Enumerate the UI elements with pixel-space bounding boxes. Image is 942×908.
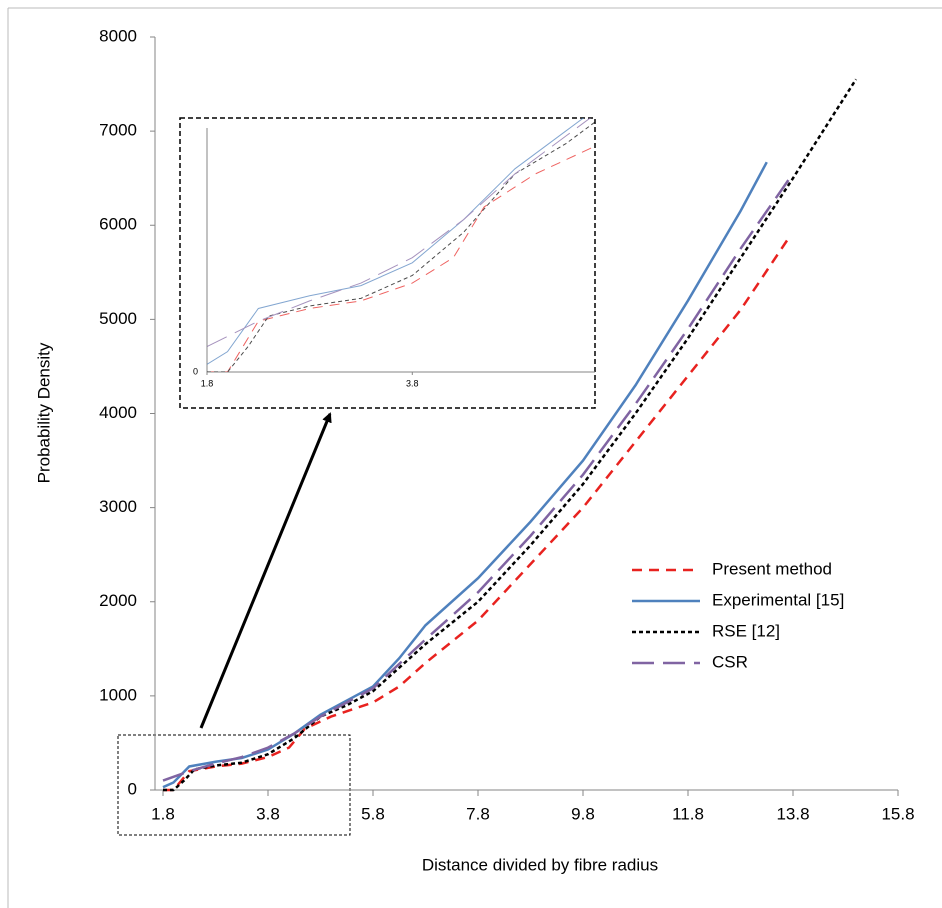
zoom-region [117, 734, 351, 836]
x-tick-label: 7.8 [466, 804, 490, 823]
y-tick-label: 3000 [99, 497, 137, 516]
arrow [199, 412, 332, 729]
inset-box [179, 117, 596, 409]
series-line [163, 78, 858, 792]
x-tick-label: 5.8 [361, 804, 385, 823]
x-tick-label: 3.8 [256, 804, 280, 823]
y-tick-label: 2000 [99, 591, 137, 610]
series-line [207, 118, 585, 365]
series-line [162, 172, 795, 782]
x-tick-label: 13.8 [776, 804, 809, 823]
x-axis-title: Distance divided by fibre radius [422, 855, 658, 874]
inset-lines [207, 118, 595, 372]
y-tick-label: 8000 [99, 26, 137, 45]
y-tick-label: 4000 [99, 403, 137, 422]
x-tick-label: 15.8 [881, 804, 914, 823]
y-axis-title: Probability Density [34, 342, 53, 483]
y-tick-label: 6000 [99, 215, 137, 234]
y-tick-label: 1000 [99, 685, 137, 704]
inset-y-tick-label: 0 [193, 366, 198, 376]
x-tick-label: 9.8 [571, 804, 595, 823]
x-tick-label: 1.8 [151, 804, 175, 823]
inset-x-tick-label: 1.8 [201, 378, 214, 388]
y-tick-label: 0 [128, 779, 137, 798]
y-tick-label: 5000 [99, 309, 137, 328]
series-line [162, 161, 768, 789]
legend-label: CSR [712, 652, 748, 671]
legend-label: RSE [12] [712, 621, 780, 640]
y-tick-label: 7000 [99, 121, 137, 140]
x-tick-label: 11.8 [672, 804, 704, 823]
inset-x-tick-label: 3.8 [406, 378, 419, 388]
legend-label: Present method [712, 559, 832, 578]
legend-label: Experimental [15] [712, 590, 844, 609]
